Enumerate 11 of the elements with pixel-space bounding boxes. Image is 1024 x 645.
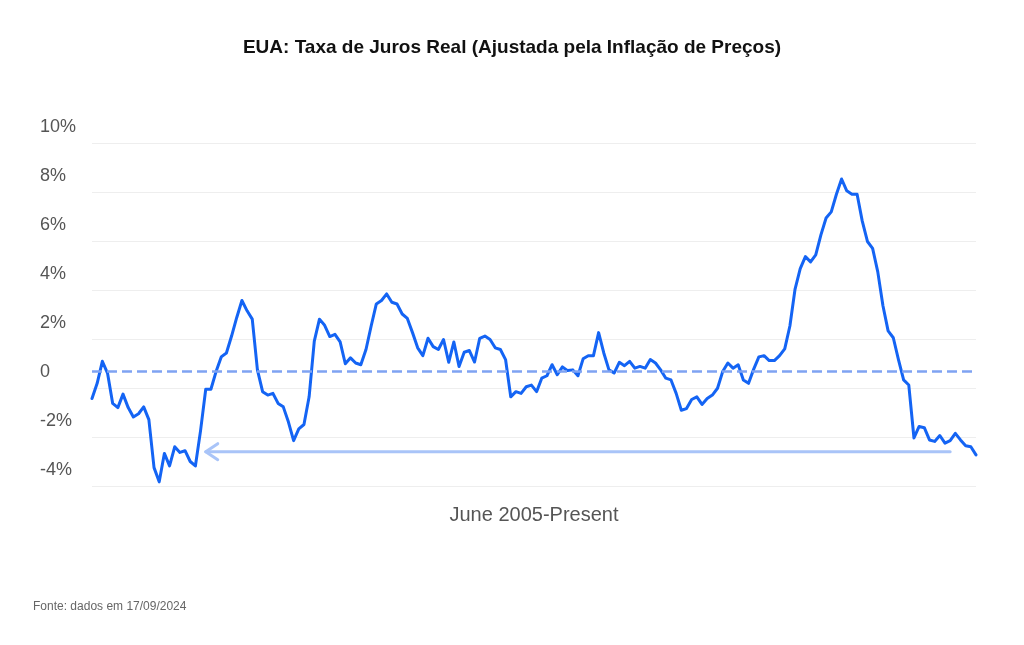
y-tick-label: -4%: [40, 459, 73, 479]
y-tick-label: 6%: [40, 214, 67, 234]
y-tick-label: -2%: [40, 410, 73, 430]
y-tick-label: 0: [40, 361, 51, 381]
chart-title: EUA: Taxa de Juros Real (Ajustada pela Inflação de Preços): [242, 36, 782, 57]
x-axis-title: June 2005-Present: [449, 503, 619, 525]
y-tick-label: 8%: [40, 165, 67, 185]
y-tick-label: 10%: [40, 116, 77, 136]
y-tick-label: 2%: [40, 312, 67, 332]
source-note: Fonte: dados em 17/09/2024: [33, 599, 187, 613]
y-tick-label: 4%: [40, 263, 67, 283]
